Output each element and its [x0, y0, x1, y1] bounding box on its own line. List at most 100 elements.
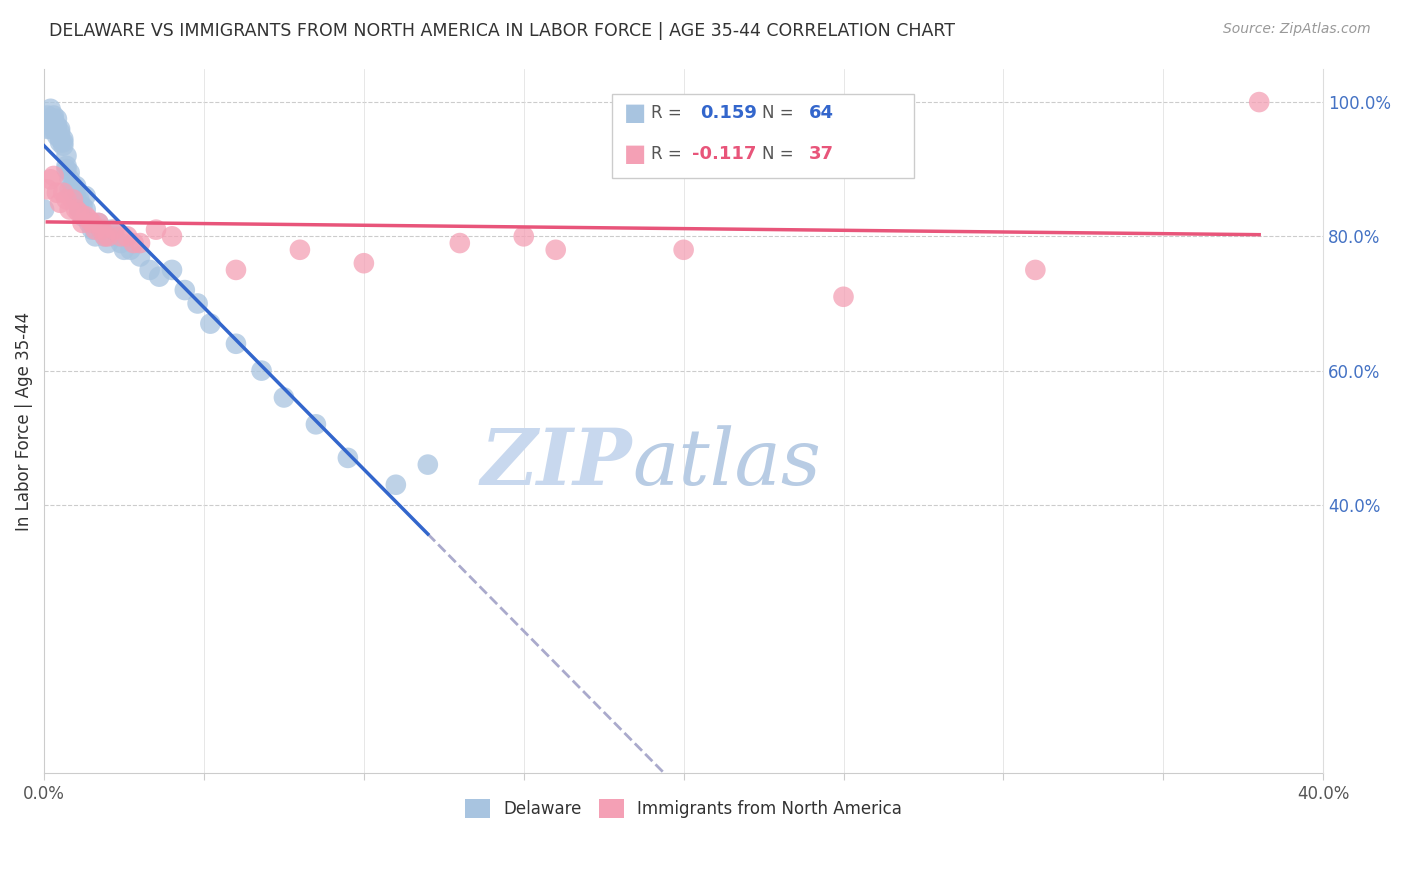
Text: ZIP: ZIP — [481, 425, 633, 501]
Point — [77, 216, 100, 230]
Point — [336, 450, 359, 465]
Point — [65, 202, 87, 217]
Point — [45, 128, 67, 143]
Point — [72, 199, 94, 213]
Point — [72, 216, 94, 230]
Point — [72, 209, 94, 223]
Point — [52, 186, 75, 200]
Point — [305, 417, 328, 432]
Point — [1249, 95, 1271, 109]
Point — [90, 222, 112, 236]
Point — [449, 235, 471, 250]
Point — [37, 122, 59, 136]
Point — [39, 172, 62, 186]
Point — [67, 206, 90, 220]
Point — [513, 229, 536, 244]
Point — [37, 109, 59, 123]
Point — [49, 125, 72, 139]
Point — [75, 189, 97, 203]
Point — [39, 115, 62, 129]
Text: DELAWARE VS IMMIGRANTS FROM NORTH AMERICA IN LABOR FORCE | AGE 35-44 CORRELATION: DELAWARE VS IMMIGRANTS FROM NORTH AMERIC… — [49, 22, 955, 40]
Point — [173, 283, 195, 297]
Point — [148, 269, 170, 284]
Text: N =: N = — [762, 145, 799, 163]
Point — [42, 122, 65, 136]
Point — [32, 202, 55, 217]
Point — [1024, 263, 1046, 277]
Point — [45, 186, 67, 200]
Point — [225, 336, 247, 351]
Point — [120, 243, 142, 257]
Legend: Delaware, Immigrants from North America: Delaware, Immigrants from North America — [458, 792, 908, 825]
Point — [187, 296, 209, 310]
Point — [94, 229, 117, 244]
Point — [65, 179, 87, 194]
Point — [112, 243, 135, 257]
Point — [62, 186, 84, 200]
Point — [62, 193, 84, 207]
Point — [39, 122, 62, 136]
Point — [273, 391, 295, 405]
Point — [49, 132, 72, 146]
Point — [65, 193, 87, 207]
Point — [67, 202, 90, 217]
Point — [59, 172, 82, 186]
Point — [75, 202, 97, 217]
Point — [52, 132, 75, 146]
Text: 0.159: 0.159 — [700, 104, 756, 122]
Point — [67, 193, 90, 207]
Point — [138, 263, 160, 277]
Point — [59, 182, 82, 196]
Point — [97, 235, 120, 250]
Point — [110, 235, 132, 250]
Text: -0.117: -0.117 — [692, 145, 756, 163]
Text: Source: ZipAtlas.com: Source: ZipAtlas.com — [1223, 22, 1371, 37]
Point — [62, 179, 84, 194]
Text: R =: R = — [651, 104, 688, 122]
Point — [49, 122, 72, 136]
Point — [42, 112, 65, 126]
Point — [385, 477, 408, 491]
Point — [59, 202, 82, 217]
Text: ■: ■ — [624, 102, 647, 125]
Point — [832, 290, 855, 304]
Point — [160, 263, 183, 277]
Point — [87, 216, 110, 230]
Point — [103, 229, 125, 244]
Point — [42, 169, 65, 183]
Point — [59, 165, 82, 179]
Point — [42, 109, 65, 123]
Point — [80, 216, 103, 230]
Point — [353, 256, 375, 270]
Point — [49, 136, 72, 150]
Point — [129, 235, 152, 250]
Point — [80, 222, 103, 236]
Point — [129, 250, 152, 264]
Point — [200, 317, 222, 331]
Point — [37, 182, 59, 196]
Point — [672, 243, 695, 257]
Point — [416, 458, 439, 472]
Point — [55, 159, 77, 173]
Point — [45, 119, 67, 133]
Point — [55, 162, 77, 177]
Point — [75, 209, 97, 223]
Text: 37: 37 — [808, 145, 834, 163]
Point — [122, 235, 145, 250]
Point — [84, 229, 107, 244]
Point — [87, 216, 110, 230]
Point — [45, 112, 67, 126]
Point — [65, 189, 87, 203]
Point — [52, 136, 75, 150]
Point — [45, 122, 67, 136]
Point — [103, 222, 125, 236]
Point — [110, 229, 132, 244]
Text: atlas: atlas — [633, 425, 821, 501]
Point — [55, 149, 77, 163]
Text: ■: ■ — [624, 143, 647, 166]
Point — [90, 222, 112, 236]
Y-axis label: In Labor Force | Age 35-44: In Labor Force | Age 35-44 — [15, 311, 32, 531]
Point — [250, 363, 273, 377]
Point — [97, 229, 120, 244]
Point — [84, 222, 107, 236]
